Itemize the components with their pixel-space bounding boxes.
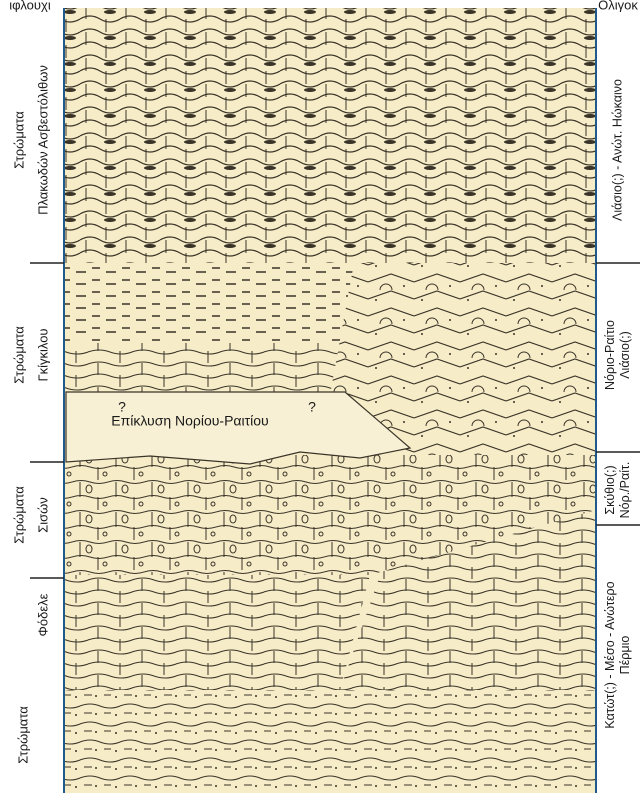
age-label: Λιάσιο(;) [618,331,632,379]
unit-label: Στρώματα [11,486,26,544]
top-label-right: Ολιγοκ [598,0,638,12]
left-units: Στρώματα Πλακωδών Ασβεστόλιθων Στρώματα Γκί… [11,65,50,764]
unit-label: Σισών [35,497,50,533]
norian-rhaetian-reef [330,263,596,455]
age-label: Νόρ./Ραίτ. [618,462,632,519]
age-label: Κατώτ(;) - Μέσο - Ανώτερο [603,581,617,728]
right-ages: Λιάσιο(;) - Ανώτ. Ηώκαινο Νόριο-Ραίτιο Λιά… [603,79,632,729]
age-label: Πέρμιο [618,636,632,675]
unit-label: Φόδελε [35,593,50,636]
gigilos-shale [64,263,354,343]
platy-limestone [64,8,596,263]
age-label: Νόριο-Ραίτιο [603,320,617,390]
fodele-clastics [64,690,596,793]
transgression-label: Επίκλυση Νορίου-Ραιτίου [111,413,268,429]
boundary-ticks [30,262,640,579]
unit-label: Γκίγκιλου [35,328,50,381]
unit-label: Πλακωδών Ασβεστόλιθων [35,65,50,215]
age-label: Σκύθιο(;) [603,465,617,514]
age-label: Λιάσιο(;) - Ανώτ. Ηώκαινο [610,79,624,221]
unit-label: Στρώματα [11,111,26,169]
query-mark: ? [308,399,316,415]
top-label-left: ιφλουχι [9,0,51,12]
query-mark: ? [118,399,126,415]
fodele-limestone-right [340,520,596,690]
transgression-body [65,391,412,465]
unit-label: Στρώματα [15,706,30,764]
gigilos-limestone [64,343,354,395]
unit-label: Στρώματα [11,326,26,384]
